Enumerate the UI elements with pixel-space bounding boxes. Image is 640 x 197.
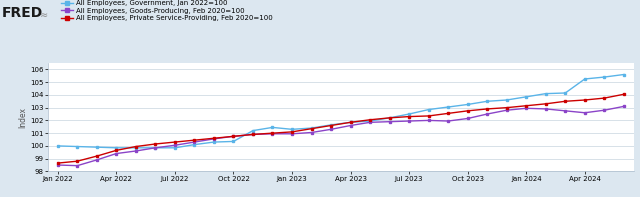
Text: ≈: ≈ (40, 10, 49, 20)
Text: FRED: FRED (2, 6, 43, 20)
Legend: All Employees, Government, Jan 2022=100, All Employees, Goods-Producing, Feb 202: All Employees, Government, Jan 2022=100,… (61, 0, 273, 21)
Y-axis label: Index: Index (19, 107, 28, 128)
